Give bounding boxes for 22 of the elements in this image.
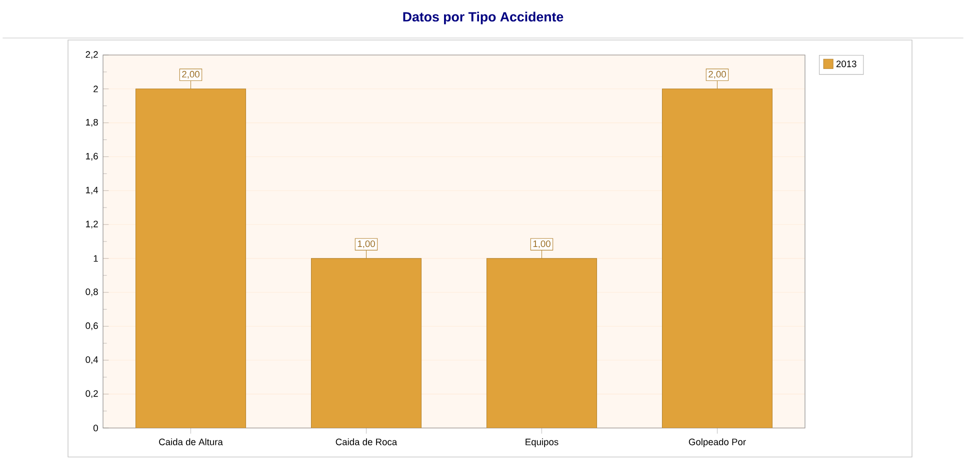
- data-label: 1,00: [358, 240, 375, 248]
- y-tick-label: 1,2: [86, 220, 98, 228]
- y-tick-label: 0,2: [86, 390, 98, 398]
- x-tick-label: Caida de Roca: [336, 438, 398, 446]
- y-tick-label: 1,8: [86, 118, 98, 127]
- y-tick-label: 1: [94, 255, 98, 262]
- x-tick-label: Equipos: [526, 438, 558, 448]
- y-tick-label: 0,4: [86, 356, 98, 364]
- legend-label: 2013: [836, 60, 856, 68]
- data-label: 2,00: [708, 70, 726, 79]
- chart-title: Datos por Tipo Accidente: [403, 12, 564, 24]
- y-tick-label: 0: [93, 424, 98, 432]
- x-tick-label: Golpeado Por: [688, 438, 746, 448]
- y-tick-label: 1,4: [86, 186, 98, 194]
- x-tick-label: Caida de Altura: [159, 438, 223, 446]
- y-tick-label: 0,8: [86, 288, 98, 296]
- y-tick-label: 2: [94, 86, 98, 92]
- y-tick-label: 2,2: [86, 51, 98, 59]
- data-label: 1,00: [533, 240, 550, 248]
- y-tick-label: 1,6: [86, 152, 98, 161]
- data-label: 2,00: [182, 70, 200, 79]
- y-tick-label: 0,6: [86, 322, 98, 330]
